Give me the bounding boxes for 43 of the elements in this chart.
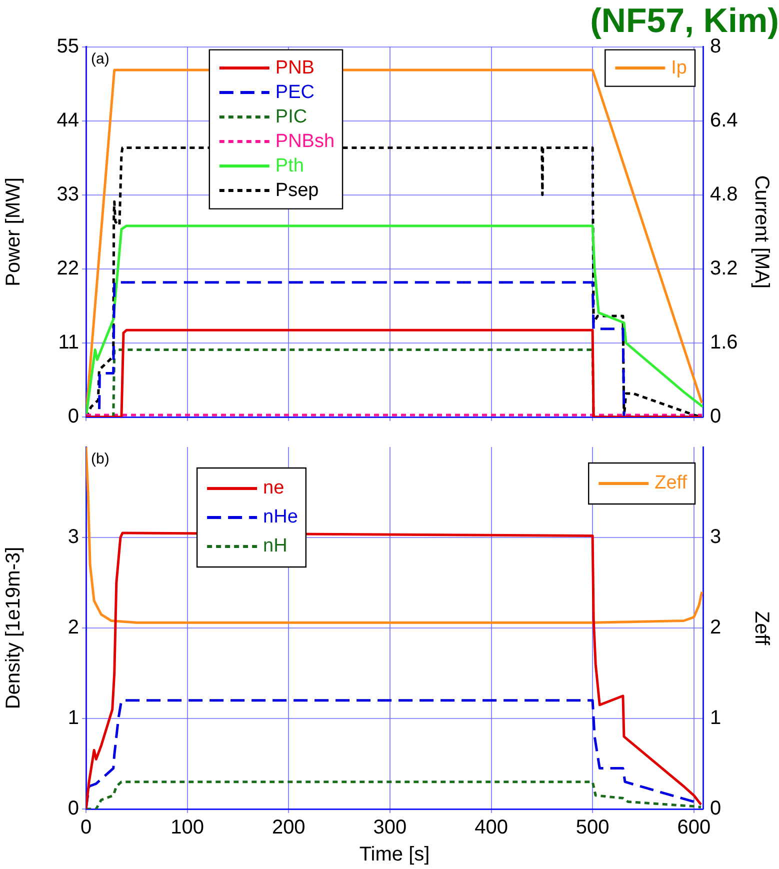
x-axis-title: Time [s] <box>359 844 430 866</box>
legend-label: nHe <box>263 506 298 528</box>
y2-axis-title: Current [MA] <box>750 175 772 289</box>
y2-tick-label: 4.8 <box>710 183 738 206</box>
y2-tick-label: 6.4 <box>710 109 738 132</box>
y-tick-label: 0 <box>68 406 79 428</box>
annotation: (a) <box>91 50 110 68</box>
y2-tick-label: 1.6 <box>710 331 738 354</box>
y-tick-label: 3 <box>68 526 79 548</box>
y-tick-label: 11 <box>58 331 79 354</box>
x-tick-label: 500 <box>576 816 610 839</box>
y-axis-title: Density [1e19m-3] <box>2 546 25 710</box>
y2-tick-label: 1 <box>710 707 722 730</box>
legend-label: PNBsh <box>275 130 335 152</box>
x-tick-label: 100 <box>170 816 204 839</box>
y2-tick-label: 2 <box>710 616 722 639</box>
y2-tick-label: 0 <box>710 406 722 428</box>
y-tick-label: 0 <box>68 798 79 820</box>
y2-tick-label: 0 <box>710 798 722 820</box>
y-axis-title: Power [MW] <box>2 177 25 286</box>
legend-label: nH <box>263 536 288 557</box>
x-tick-label: 200 <box>272 816 306 839</box>
legend-label: Psep <box>275 180 319 201</box>
legend-label: ne <box>263 478 284 499</box>
y-tick-label: 33 <box>56 183 79 206</box>
x-tick-label: 400 <box>474 816 508 839</box>
y-tick-label: 44 <box>56 109 79 132</box>
y2-tick-label: 3.2 <box>710 257 738 280</box>
legend-label: PEC <box>275 82 314 103</box>
legend-label: PNB <box>275 57 314 78</box>
legend-label: Pth <box>275 155 304 176</box>
legend-label: Ip <box>671 57 688 78</box>
y-tick-label: 55 <box>56 35 79 58</box>
x-tick-label: 600 <box>677 816 711 839</box>
annotation: (b) <box>91 450 110 468</box>
y2-axis-title: Zeff <box>750 610 772 646</box>
y-tick-label: 22 <box>56 257 79 280</box>
y2-tick-label: 3 <box>710 526 722 548</box>
y-tick-label: 2 <box>68 616 79 639</box>
legend-label: PIC <box>275 106 308 128</box>
legend-label: Zeff <box>654 472 688 494</box>
y-tick-label: 1 <box>68 707 79 730</box>
x-tick-label: 300 <box>373 816 407 839</box>
